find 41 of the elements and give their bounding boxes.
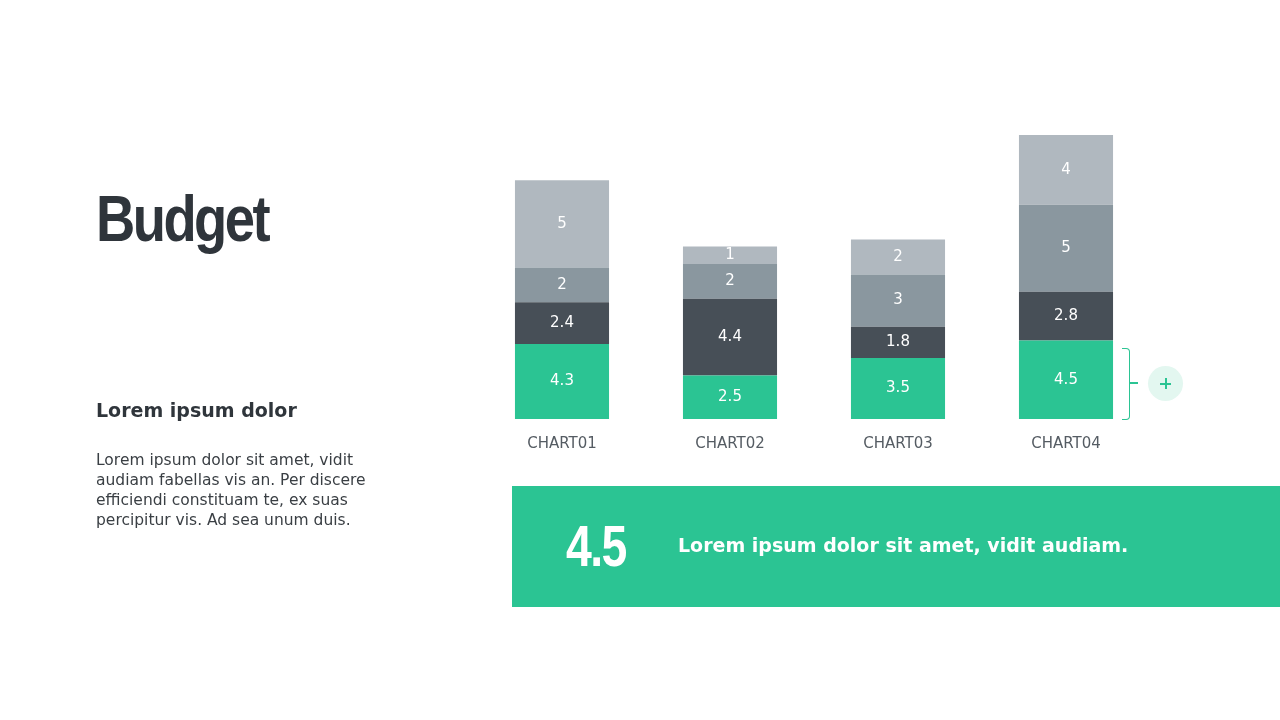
data-label: 2.4 <box>550 313 574 332</box>
data-label: 4 <box>1061 159 1071 178</box>
text: Lorem ipsum dolor sit amet, vidit audiam. <box>678 534 1129 556</box>
data-label: 4.4 <box>718 327 742 345</box>
bar <box>514 180 610 268</box>
data-label: 2.5 <box>718 387 742 406</box>
x-tick-label: CHART02 <box>695 433 765 452</box>
bar <box>1018 291 1114 341</box>
bar <box>682 298 778 376</box>
data-label: 5 <box>1061 238 1071 257</box>
bar <box>514 302 610 345</box>
data-label: 3.5 <box>886 378 910 397</box>
data-label: 2 <box>893 246 903 265</box>
data-label: 3 <box>893 290 903 309</box>
x-tick-label: CHART04 <box>1031 433 1101 452</box>
x-tick-label: CHART01 <box>527 433 597 452</box>
bar <box>1018 135 1114 205</box>
text: Budget <box>96 182 269 256</box>
data-label: 4.5 <box>1054 369 1078 388</box>
data-label: 2 <box>557 274 567 293</box>
bar <box>514 267 610 303</box>
bar <box>1018 204 1114 292</box>
bar <box>850 326 946 359</box>
data-label: 1 <box>725 245 735 264</box>
data-label: 2 <box>725 271 735 290</box>
bar <box>682 375 778 419</box>
bar <box>682 246 778 264</box>
x-tick-label: CHART03 <box>863 433 933 452</box>
data-label: 1.8 <box>886 332 910 351</box>
data-label: 5 <box>557 213 567 232</box>
bar <box>850 358 946 419</box>
data-label: 4.3 <box>550 371 574 390</box>
bar <box>514 344 610 419</box>
bar <box>850 239 946 275</box>
bar <box>850 274 946 327</box>
text: 4.5 <box>566 512 626 579</box>
data-label: 2.8 <box>1054 306 1078 325</box>
text: Lorem ipsum dolor sit amet, vidit audiam fabellas vis an. Per discere efficiendi constituam te, ex suas percipitur vis. Ad sea unum duis. <box>96 450 367 530</box>
text: Lorem ipsum dolor <box>96 399 297 421</box>
bar <box>682 263 778 299</box>
bar <box>1018 340 1114 419</box>
